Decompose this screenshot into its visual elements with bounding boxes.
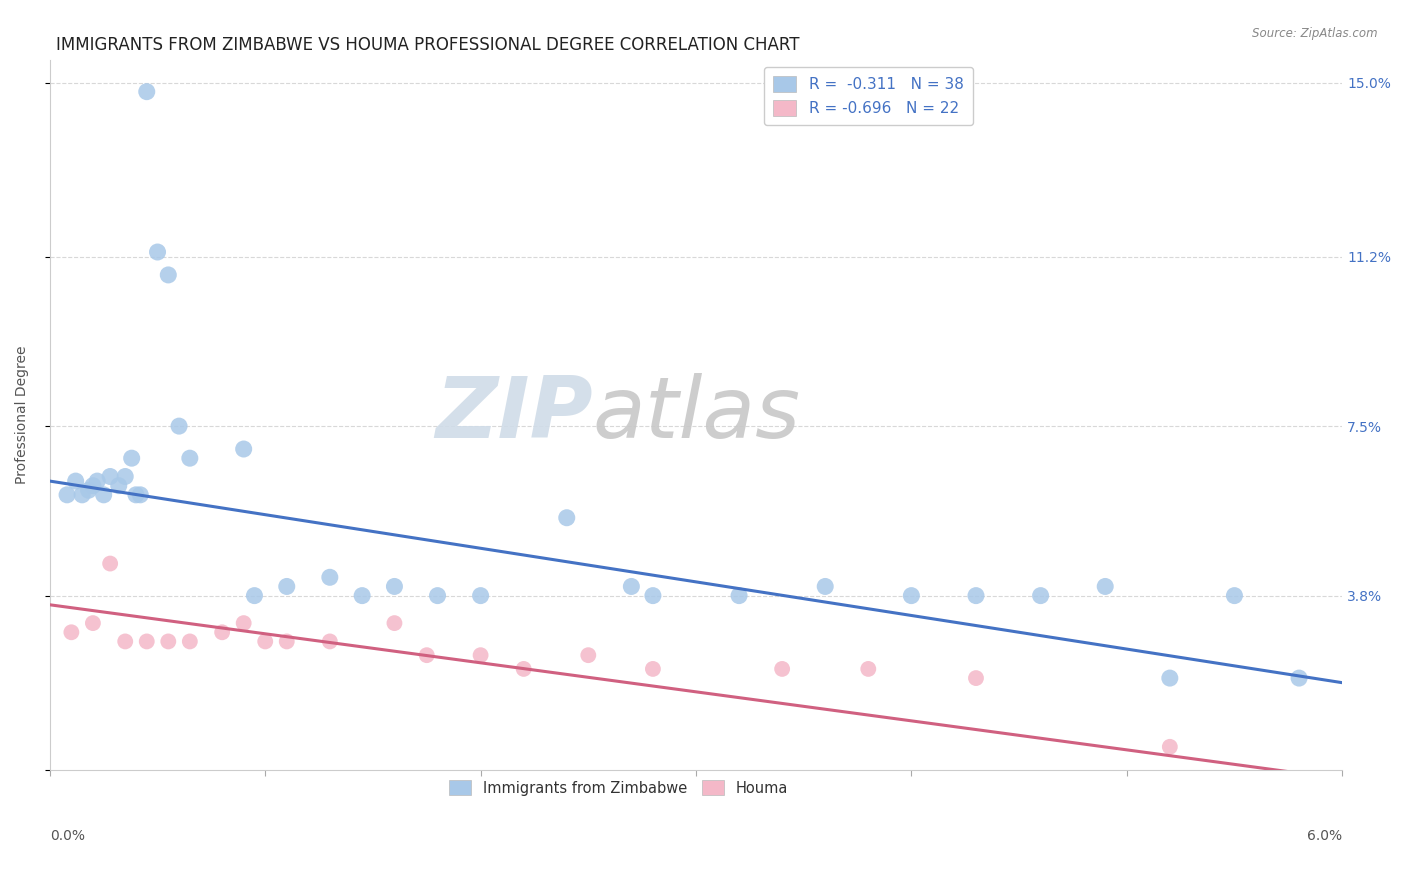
Point xyxy=(254,634,277,648)
Point xyxy=(900,589,922,603)
Text: IMMIGRANTS FROM ZIMBABWE VS HOUMA PROFESSIONAL DEGREE CORRELATION CHART: IMMIGRANTS FROM ZIMBABWE VS HOUMA PROFES… xyxy=(56,36,800,54)
Point xyxy=(384,616,406,631)
Point xyxy=(728,589,751,603)
Point xyxy=(243,589,266,603)
Point xyxy=(319,570,342,584)
Point xyxy=(114,469,136,483)
Point xyxy=(179,451,201,466)
Point xyxy=(416,648,439,663)
Point xyxy=(135,85,157,99)
Point xyxy=(125,488,148,502)
Point xyxy=(470,589,492,603)
Point xyxy=(157,634,180,648)
Point xyxy=(1159,671,1181,685)
Point xyxy=(82,616,104,631)
Text: atlas: atlas xyxy=(592,373,800,456)
Point xyxy=(426,589,449,603)
Point xyxy=(319,634,342,648)
Point xyxy=(576,648,599,663)
Point xyxy=(965,671,987,685)
Text: Source: ZipAtlas.com: Source: ZipAtlas.com xyxy=(1253,27,1378,40)
Point xyxy=(179,634,201,648)
Point xyxy=(641,589,664,603)
Point xyxy=(157,268,180,282)
Point xyxy=(114,634,136,648)
Point xyxy=(56,488,79,502)
Point xyxy=(276,579,298,593)
Point xyxy=(232,616,254,631)
Point xyxy=(107,478,129,492)
Point xyxy=(98,557,121,571)
Point xyxy=(276,634,298,648)
Point xyxy=(620,579,643,593)
Point xyxy=(512,662,534,676)
Point xyxy=(1094,579,1116,593)
Point xyxy=(1288,671,1310,685)
Y-axis label: Professional Degree: Professional Degree xyxy=(15,345,30,483)
Point xyxy=(211,625,233,640)
Point xyxy=(384,579,406,593)
Point xyxy=(70,488,93,502)
Point xyxy=(1029,589,1052,603)
Point xyxy=(641,662,664,676)
Point xyxy=(1223,589,1246,603)
Point xyxy=(146,245,169,260)
Point xyxy=(555,510,578,524)
Point xyxy=(814,579,837,593)
Text: ZIP: ZIP xyxy=(434,373,592,456)
Point xyxy=(77,483,100,498)
Legend: Immigrants from Zimbabwe, Houma: Immigrants from Zimbabwe, Houma xyxy=(443,774,793,802)
Point xyxy=(858,662,880,676)
Point xyxy=(121,451,143,466)
Point xyxy=(129,488,152,502)
Point xyxy=(98,469,121,483)
Text: 6.0%: 6.0% xyxy=(1308,830,1343,843)
Point xyxy=(135,634,157,648)
Point xyxy=(232,442,254,456)
Point xyxy=(1159,739,1181,754)
Point xyxy=(65,474,87,488)
Point xyxy=(167,419,190,434)
Point xyxy=(770,662,793,676)
Text: 0.0%: 0.0% xyxy=(49,830,84,843)
Point xyxy=(965,589,987,603)
Point xyxy=(352,589,374,603)
Point xyxy=(82,478,104,492)
Point xyxy=(86,474,108,488)
Point xyxy=(470,648,492,663)
Point xyxy=(93,488,115,502)
Point xyxy=(60,625,83,640)
